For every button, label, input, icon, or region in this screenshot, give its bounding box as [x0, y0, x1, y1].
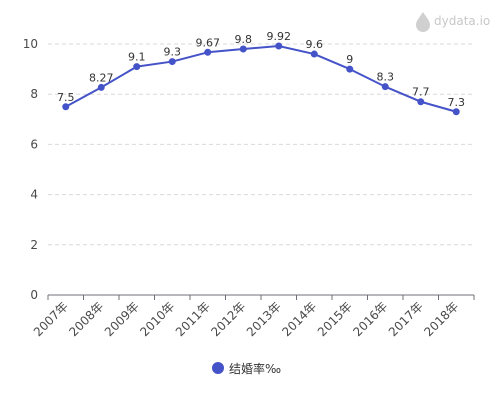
- x-tick-label: 2010年: [137, 299, 177, 339]
- data-point[interactable]: [133, 63, 141, 71]
- data-point[interactable]: [417, 98, 425, 106]
- y-tick-label: 2: [30, 238, 38, 252]
- data-label: 8.3: [377, 71, 395, 84]
- data-point[interactable]: [310, 50, 318, 58]
- legend-marker[interactable]: [212, 362, 224, 374]
- data-point[interactable]: [97, 83, 105, 91]
- data-point[interactable]: [204, 48, 212, 56]
- x-tick-label: 2017年: [386, 299, 426, 339]
- data-label: 7.5: [57, 91, 75, 104]
- droplet-logo-icon: [416, 12, 430, 32]
- legend-label[interactable]: 结婚率‰: [229, 361, 281, 376]
- x-tick-label: 2009年: [102, 299, 142, 339]
- y-tick-label: 4: [30, 188, 38, 202]
- watermark-text: dydata.io: [434, 14, 490, 28]
- watermark: dydata.io: [416, 12, 490, 32]
- legend[interactable]: 结婚率‰: [212, 361, 281, 376]
- x-tick-label: 2016年: [350, 299, 390, 339]
- data-point[interactable]: [168, 58, 176, 66]
- x-tick-label: 2018年: [421, 299, 461, 339]
- data-label: 9.3: [164, 46, 182, 59]
- data-label: 9: [346, 53, 353, 66]
- grid-lines: [48, 43, 474, 246]
- x-tick-label: 2007年: [31, 299, 71, 339]
- data-point[interactable]: [346, 65, 354, 73]
- x-tick-label: 2015年: [315, 299, 355, 339]
- y-tick-label: 0: [30, 288, 38, 302]
- data-label: 7.7: [412, 86, 430, 99]
- x-tick-label: 2013年: [244, 299, 284, 339]
- data-label: 9.67: [196, 36, 221, 49]
- data-point[interactable]: [275, 42, 283, 50]
- series-line: [65, 45, 457, 113]
- data-point[interactable]: [381, 83, 389, 91]
- y-tick-label: 8: [30, 87, 38, 101]
- data-label: 9.92: [267, 30, 292, 43]
- x-tick-label: 2012年: [208, 299, 248, 339]
- x-tick-label: 2014年: [279, 299, 319, 339]
- series-layer: [62, 42, 460, 116]
- data-labels: 7.5 8.27 9.1 9.3 9.67 9.8 9.92 9.6 9 8.3 7.7 7.3: [57, 30, 465, 109]
- data-label: 7.3: [448, 96, 466, 109]
- data-point[interactable]: [239, 45, 247, 53]
- y-tick-label: 10: [23, 37, 38, 51]
- x-tick-label: 2008年: [66, 299, 106, 339]
- data-label: 8.27: [89, 71, 114, 84]
- data-point[interactable]: [62, 103, 70, 111]
- data-label: 9.8: [235, 33, 253, 46]
- data-point[interactable]: [452, 108, 460, 116]
- data-label: 9.6: [306, 38, 324, 51]
- y-tick-label: 6: [30, 137, 38, 151]
- x-tick-label: 2011年: [173, 299, 213, 339]
- data-label: 9.1: [128, 51, 146, 64]
